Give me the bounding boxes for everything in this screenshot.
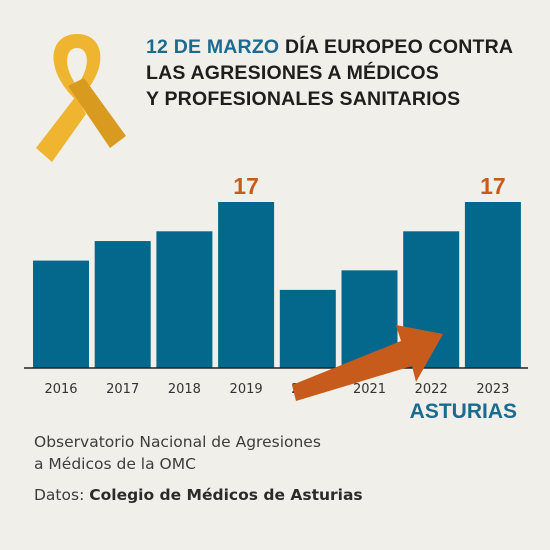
bar-2019	[218, 202, 275, 368]
bar-2016	[33, 260, 89, 368]
x-tick-label-2019: 2019	[230, 382, 263, 397]
ribbon-loop	[53, 34, 101, 100]
data-credit-label: Datos:	[34, 486, 85, 504]
awareness-ribbon-icon	[36, 34, 126, 162]
title-line3: Y PROFESIONALES SANITARIOS	[146, 88, 461, 110]
bar-chart: 201620172018201920202021202220231717	[24, 173, 528, 401]
title-line2: LAS AGRESIONES A MÉDICOS	[146, 62, 439, 84]
bar-2020	[279, 289, 336, 368]
data-credit-value: Colegio de Médicos de Asturias	[89, 486, 363, 504]
x-tick-label-2023: 2023	[476, 382, 509, 397]
source-text: Observatorio Nacional de Agresiones a Mé…	[34, 433, 321, 473]
ribbon-left-tail	[36, 96, 86, 162]
data-label-2019: 17	[233, 173, 259, 199]
chart-title: 12 DE MARZO DÍA EUROPEO CONTRA LAS AGRES…	[146, 34, 546, 112]
x-tick-label-2017: 2017	[106, 382, 139, 397]
x-tick-label-2021: 2021	[353, 382, 386, 397]
ribbon-right-tail	[68, 78, 126, 148]
bar-2023	[464, 202, 521, 368]
region-label: ASTURIAS	[409, 400, 517, 423]
x-tick-label-2018: 2018	[168, 382, 201, 397]
bar-2018	[156, 231, 213, 368]
data-credit: Datos: Colegio de Médicos de Asturias	[34, 486, 363, 504]
title-date: 12 DE MARZO	[146, 36, 280, 58]
trend-up-arrow-icon	[292, 325, 443, 401]
x-tick-label-2016: 2016	[44, 382, 77, 397]
x-tick-label-2022: 2022	[415, 382, 448, 397]
bar-2017	[94, 241, 151, 368]
title-line1: DÍA EUROPEO CONTRA	[284, 36, 514, 58]
data-label-2023: 17	[480, 173, 506, 199]
